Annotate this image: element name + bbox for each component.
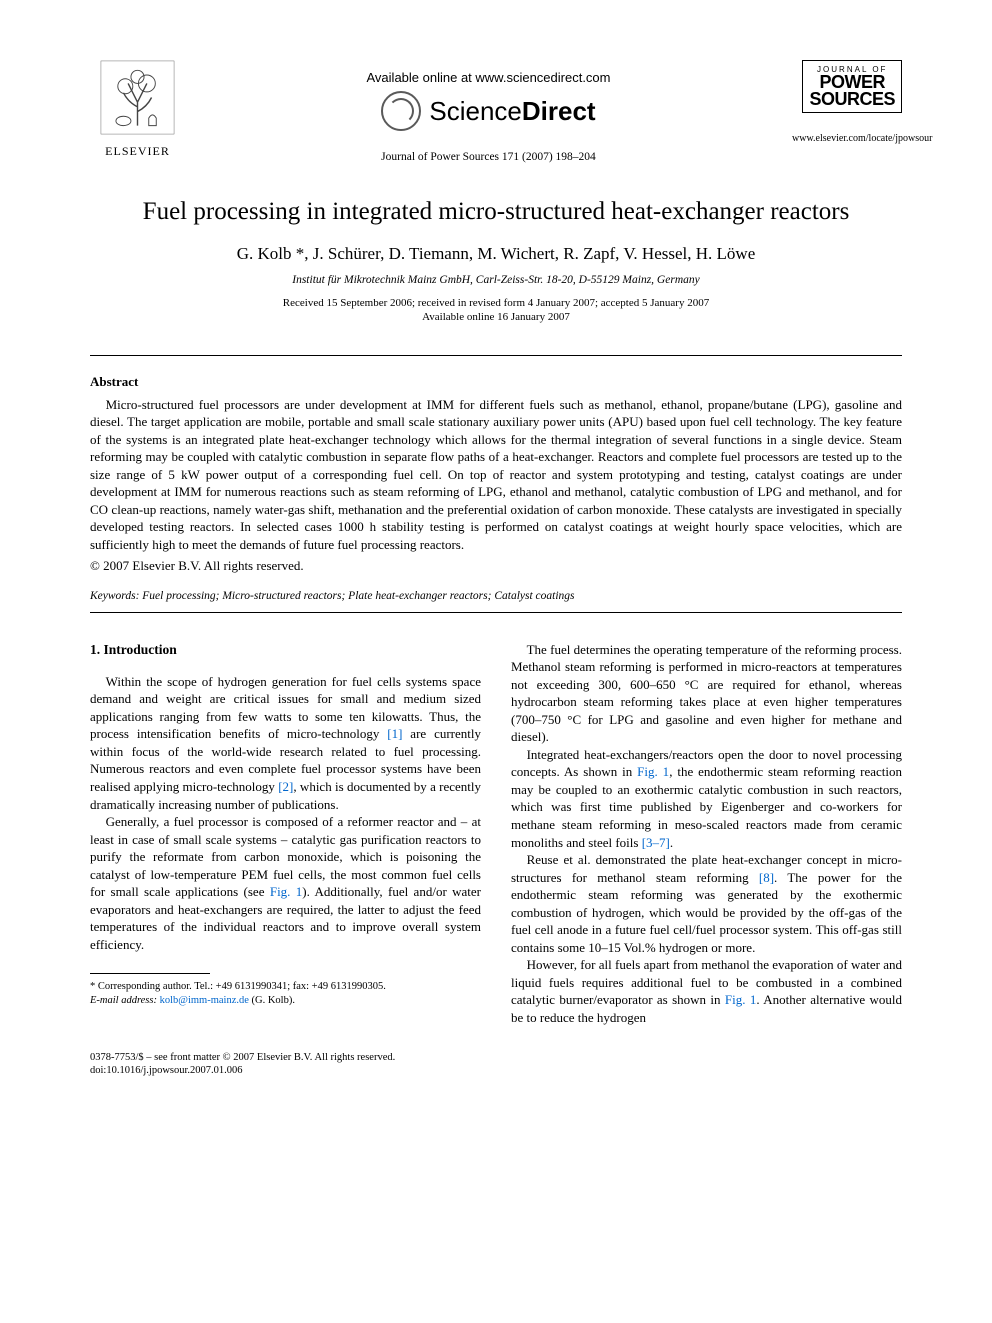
journal-box: JOURNAL OF POWER SOURCES [802,60,902,113]
fig-link-1b[interactable]: Fig. 1 [637,764,669,779]
sd-science: Science [429,96,522,126]
corresponding-author-footnote: * Corresponding author. Tel.: +49 613199… [90,980,481,1007]
email-link[interactable]: kolb@imm-mainz.de [157,995,249,1006]
sciencedirect-logo: ScienceDirect [185,91,792,131]
intro-para-1: Within the scope of hydrogen generation … [90,673,481,813]
sciencedirect-swirl-icon [381,91,421,131]
copyright: © 2007 Elsevier B.V. All rights reserved… [90,558,902,574]
right-column: The fuel determines the operating temper… [511,641,902,1027]
right-para-4: However, for all fuels apart from methan… [511,956,902,1026]
dates-line-1: Received 15 September 2006; received in … [283,297,709,309]
email-line: E-mail address: kolb@imm-mainz.de (G. Ko… [90,994,481,1008]
center-header: Available online at www.sciencedirect.co… [185,60,792,163]
left-column: 1. Introduction Within the scope of hydr… [90,641,481,1027]
corr-author-line: * Corresponding author. Tel.: +49 613199… [90,980,481,994]
page-footer: 0378-7753/$ – see front matter © 2007 El… [90,1051,902,1078]
email-label: E-mail address: [90,995,157,1006]
ref-link-8[interactable]: [8] [759,870,774,885]
article-dates: Received 15 September 2006; received in … [90,296,902,325]
elsevier-tree-icon [100,60,175,135]
right-para-1: The fuel determines the operating temper… [511,641,902,746]
sd-direct: Direct [522,96,596,126]
footer-line-1: 0378-7753/$ – see front matter © 2007 El… [90,1051,902,1065]
footer-line-2: doi:10.1016/j.jpowsour.2007.01.006 [90,1064,902,1078]
ref-link-2[interactable]: [2] [278,779,293,794]
right-para-2: Integrated heat-exchangers/reactors open… [511,746,902,851]
sciencedirect-text: ScienceDirect [429,96,595,127]
abstract-body: Micro-structured fuel processors are und… [90,396,902,554]
divider-bottom [90,612,902,613]
keywords-label: Keywords: [90,590,139,602]
citation-line: Journal of Power Sources 171 (2007) 198–… [185,151,792,163]
divider-top [90,355,902,356]
page: ELSEVIER Available online at www.science… [0,0,992,1118]
publisher-name: ELSEVIER [90,144,185,159]
header-row: ELSEVIER Available online at www.science… [90,60,902,163]
available-online-text: Available online at www.sciencedirect.co… [185,70,792,85]
email-suffix: (G. Kolb). [249,995,295,1006]
fig-link-1c[interactable]: Fig. 1 [725,992,756,1007]
keywords: Keywords: Fuel processing; Micro-structu… [90,590,902,602]
abstract-heading: Abstract [90,374,902,390]
dates-line-2: Available online 16 January 2007 [422,311,570,323]
keywords-text: Fuel processing; Micro-structured reacto… [139,590,574,602]
article-title: Fuel processing in integrated micro-stru… [90,198,902,226]
journal-url: www.elsevier.com/locate/jpowsour [792,133,902,144]
journal-logo: JOURNAL OF POWER SOURCES www.elsevier.co… [792,60,902,144]
publisher-logo: ELSEVIER [90,60,185,159]
fig-link-1a[interactable]: Fig. 1 [270,884,302,899]
ref-link-3-7[interactable]: [3–7] [642,835,670,850]
footnote-rule [90,973,210,974]
section-1-heading: 1. Introduction [90,641,481,659]
journal-name-2: SOURCES [809,91,895,108]
ref-link-1[interactable]: [1] [387,726,402,741]
intro-para-2: Generally, a fuel processor is composed … [90,813,481,953]
body-columns: 1. Introduction Within the scope of hydr… [90,641,902,1027]
authors: G. Kolb *, J. Schürer, D. Tiemann, M. Wi… [90,244,902,264]
affiliation: Institut für Mikrotechnik Mainz GmbH, Ca… [90,274,902,286]
right-para-3: Reuse et al. demonstrated the plate heat… [511,851,902,956]
